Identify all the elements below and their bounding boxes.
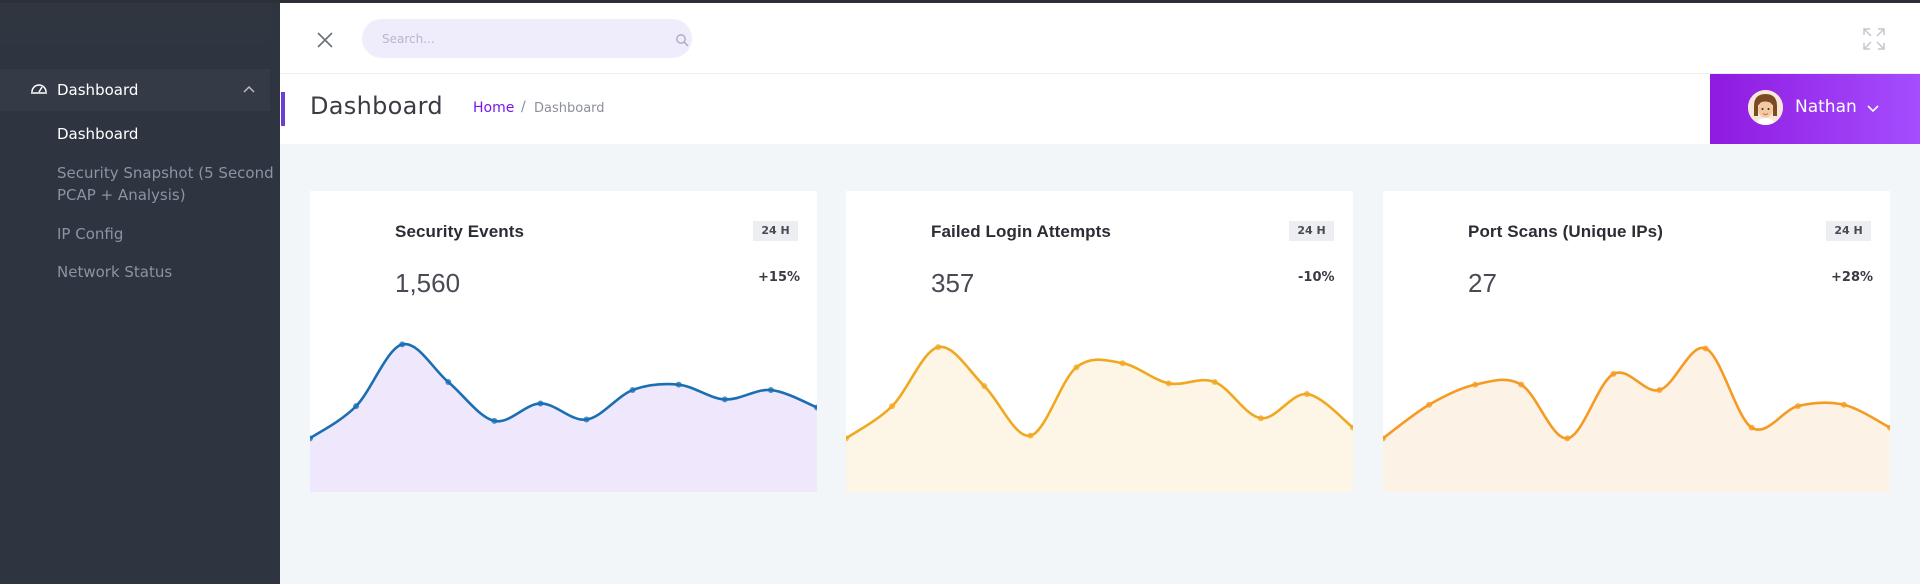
sidebar-item-dashboard[interactable]: Dashboard (57, 125, 139, 143)
sidebar-logo-area (0, 3, 270, 45)
sparkline-point (1794, 403, 1801, 410)
avatar[interactable] (1748, 90, 1783, 125)
sparkline-point (846, 435, 849, 442)
search-icon[interactable] (675, 33, 689, 47)
breadcrumb-home-link[interactable]: Home (473, 100, 515, 116)
sidebar-group-label: Dashboard (57, 81, 139, 99)
chevron-up-icon (243, 85, 255, 93)
card-value: 27 (1468, 268, 1497, 298)
time-range-badge: 24 H (1826, 221, 1871, 241)
sparkline-point (1165, 380, 1172, 387)
sparkline-point (491, 417, 498, 424)
chevron-down-icon[interactable] (1866, 101, 1880, 115)
sparkline-point (353, 403, 360, 410)
sparkline-point (1887, 424, 1890, 431)
sparkline-point (399, 341, 406, 348)
sparkline-point (1257, 415, 1264, 422)
sidebar-item-dashboard-group[interactable]: Dashboard (0, 69, 270, 111)
sparkline-point (1119, 360, 1126, 367)
sparkline-point (537, 400, 544, 407)
sparkline-point (1027, 432, 1034, 439)
sparkline-point (675, 381, 682, 388)
sparkline-point (1518, 381, 1525, 388)
sparkline-point (814, 404, 817, 411)
page-header (280, 74, 1920, 144)
stat-card-port-scans: Port Scans (Unique IPs) 27 24 H +28% (1383, 191, 1890, 492)
stat-card-security-events: Security Events 1,560 24 H +15% (310, 191, 817, 492)
user-avatar-icon (1748, 90, 1783, 125)
sparkline-point (1748, 424, 1755, 431)
page-title: Dashboard (310, 92, 443, 120)
sparkline-point (1350, 424, 1353, 431)
stat-card-failed-logins: Failed Login Attempts 357 24 H -10% (846, 191, 1353, 492)
sparkline-point (935, 344, 942, 351)
sparkline-chart (1383, 345, 1890, 492)
dashboard-gauge-icon (31, 84, 47, 94)
sparkline-point (445, 378, 452, 385)
card-value: 357 (931, 268, 975, 298)
sparkline-point (721, 396, 728, 403)
user-name[interactable]: Nathan (1795, 97, 1857, 117)
sparkline-area (310, 344, 817, 492)
time-range-badge: 24 H (1289, 221, 1334, 241)
sparkline-chart (310, 341, 817, 492)
sidebar-item-security-snapshot[interactable]: Security Snapshot (5 Second PCAP + Analy… (57, 164, 274, 204)
sparkline-point (1656, 387, 1663, 394)
fullscreen-expand-icon[interactable] (1862, 27, 1886, 51)
top-bar (280, 3, 1920, 74)
sidebar: Dashboard Dashboard Security Snapshot (5… (0, 0, 280, 584)
sparkline-chart (846, 344, 1353, 492)
sparkline-point (310, 435, 313, 442)
sparkline-point (1702, 345, 1709, 352)
window-top-border (0, 0, 1920, 3)
change-percent: -10% (1298, 270, 1335, 285)
card-title: Port Scans (Unique IPs) (1468, 222, 1664, 241)
sparkline-point (1426, 401, 1433, 408)
sparkline-area (846, 346, 1353, 492)
sparkline-point (1073, 364, 1080, 371)
change-percent: +28% (1831, 270, 1874, 285)
sparkline-point (889, 403, 896, 410)
sparkline-point (1383, 435, 1386, 442)
sparkline-point (1303, 391, 1310, 398)
sparkline-point (1840, 401, 1847, 408)
sparkline-point (767, 387, 774, 394)
breadcrumb-current: Dashboard (534, 101, 605, 116)
search-input[interactable] (362, 19, 692, 58)
change-percent: +15% (758, 270, 801, 285)
time-range-badge: 24 H (753, 221, 798, 241)
page-header-accent (281, 92, 285, 126)
breadcrumb-separator: / (521, 99, 526, 115)
card-value: 1,560 (395, 268, 461, 298)
sparkline-point (981, 383, 988, 390)
sparkline-point (583, 416, 590, 423)
card-title: Security Events (395, 222, 525, 241)
user-menu-button[interactable] (1710, 74, 1920, 144)
sidebar-item-ip-config[interactable]: IP Config (57, 225, 124, 243)
sparkline-point (1472, 381, 1479, 388)
close-icon[interactable] (314, 29, 336, 51)
sparkline-area (1383, 347, 1890, 492)
sparkline-point (629, 387, 636, 394)
sparkline-point (1610, 370, 1617, 377)
sparkline-point (1564, 435, 1571, 442)
card-title: Failed Login Attempts (931, 222, 1111, 241)
sidebar-item-network-status[interactable]: Network Status (57, 263, 173, 281)
sparkline-point (1211, 378, 1218, 385)
